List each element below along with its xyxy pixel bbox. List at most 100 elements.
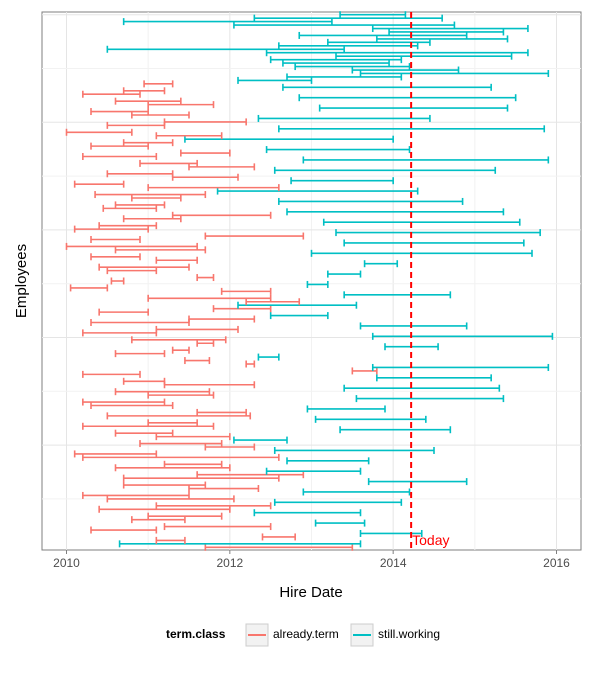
interval-bar [269,312,329,320]
interval-bar [82,398,166,406]
interval-bar [82,90,141,98]
interval-bar [212,305,272,313]
interval-bar [131,194,182,202]
interval-bar [265,467,362,475]
legend-label-still-working: still.working [378,627,440,641]
interval-bar [339,11,407,19]
interval-bar [245,298,301,306]
interval-bar [106,267,158,275]
interval-bar [155,433,231,441]
interval-bar [343,384,501,392]
x-tick-label: 2010 [53,556,80,570]
interval-bar [273,166,497,174]
interval-bar [327,38,431,46]
interval-bar [273,446,435,454]
interval-bar [122,377,166,385]
interval-bar [139,159,198,167]
x-tick-label: 2012 [216,556,243,570]
interval-bar [233,21,456,29]
interval-bar [339,426,452,434]
interval-bar [335,52,513,60]
interval-bar [131,336,227,344]
interval-bar [253,509,362,517]
interval-bar [122,474,280,482]
interval-bar [82,152,158,160]
interval-bar [188,163,256,171]
interval-bar [314,415,427,423]
interval-bar [90,402,174,410]
interval-bar [196,339,215,347]
interval-bar [114,429,174,437]
interval-bar [73,225,149,233]
interval-bar [335,229,541,237]
interval-bar [188,315,256,323]
interval-bar [163,460,223,468]
interval-bar [273,498,403,506]
interval-bar [147,512,223,520]
interval-bar [204,443,256,451]
legend-label-already-term: already.term [273,627,339,641]
interval-bar [204,543,354,551]
interval-bar [261,533,296,541]
interval-bar [147,294,272,302]
interval-bar [282,59,390,67]
interval-bar [286,73,403,81]
interval-bar [106,495,235,503]
legend-entry-already-term: already.term [245,623,339,647]
interval-bar [73,450,158,458]
interval-bar [106,45,345,53]
interval-bar [90,235,141,243]
interval-bar [302,156,550,164]
interval-bar [114,97,182,105]
interval-bar [233,436,288,444]
interval-bar [163,523,272,531]
interval-bar [82,370,141,378]
interval-bar [278,125,546,133]
interval-bar [106,170,174,178]
interval-bar [155,132,223,140]
interval-bar [355,395,505,403]
interval-bar [114,201,166,209]
interval-bar [143,80,174,88]
interval-bar [371,363,550,371]
interval-bar [327,270,362,278]
interval-bar [298,94,517,102]
interval-bar [282,83,492,91]
interval-bar [155,502,272,510]
interval-bar [196,274,215,282]
x-axis-ticks: 2010 2012 2014 2016 [53,550,570,570]
interval-bar [257,353,280,361]
interval-bar [171,211,272,219]
interval-bar [351,66,460,74]
interval-bar [98,263,190,271]
interval-bar [278,197,464,205]
interval-bar [294,63,411,71]
interval-bar [257,114,431,122]
interval-bar [196,471,305,479]
interval-bar [322,218,521,226]
interval-bar [265,146,411,154]
interval-bar [94,191,207,199]
interval-bar [318,104,509,112]
interval-bar [155,325,239,333]
interval-bar [359,322,468,330]
interval-bar [298,31,468,39]
x-tick-label: 2014 [380,556,407,570]
interval-bar [147,391,215,399]
interval-bar [278,42,419,50]
y-axis-title: Employees [13,244,30,318]
interval-bar [131,516,186,524]
interval-bar [131,111,190,119]
interval-bar [90,526,158,534]
interval-bar [102,204,158,212]
interval-bar [306,405,386,413]
interval-bar [171,346,190,354]
legend: term.class already.term still.working [166,623,440,647]
interval-bars [65,11,554,551]
interval-bar [359,69,550,77]
interval-bar [69,284,109,292]
interval-bar [245,360,256,368]
interval-bar [388,28,505,36]
interval-bar [122,139,174,147]
interval-bar [90,253,141,261]
